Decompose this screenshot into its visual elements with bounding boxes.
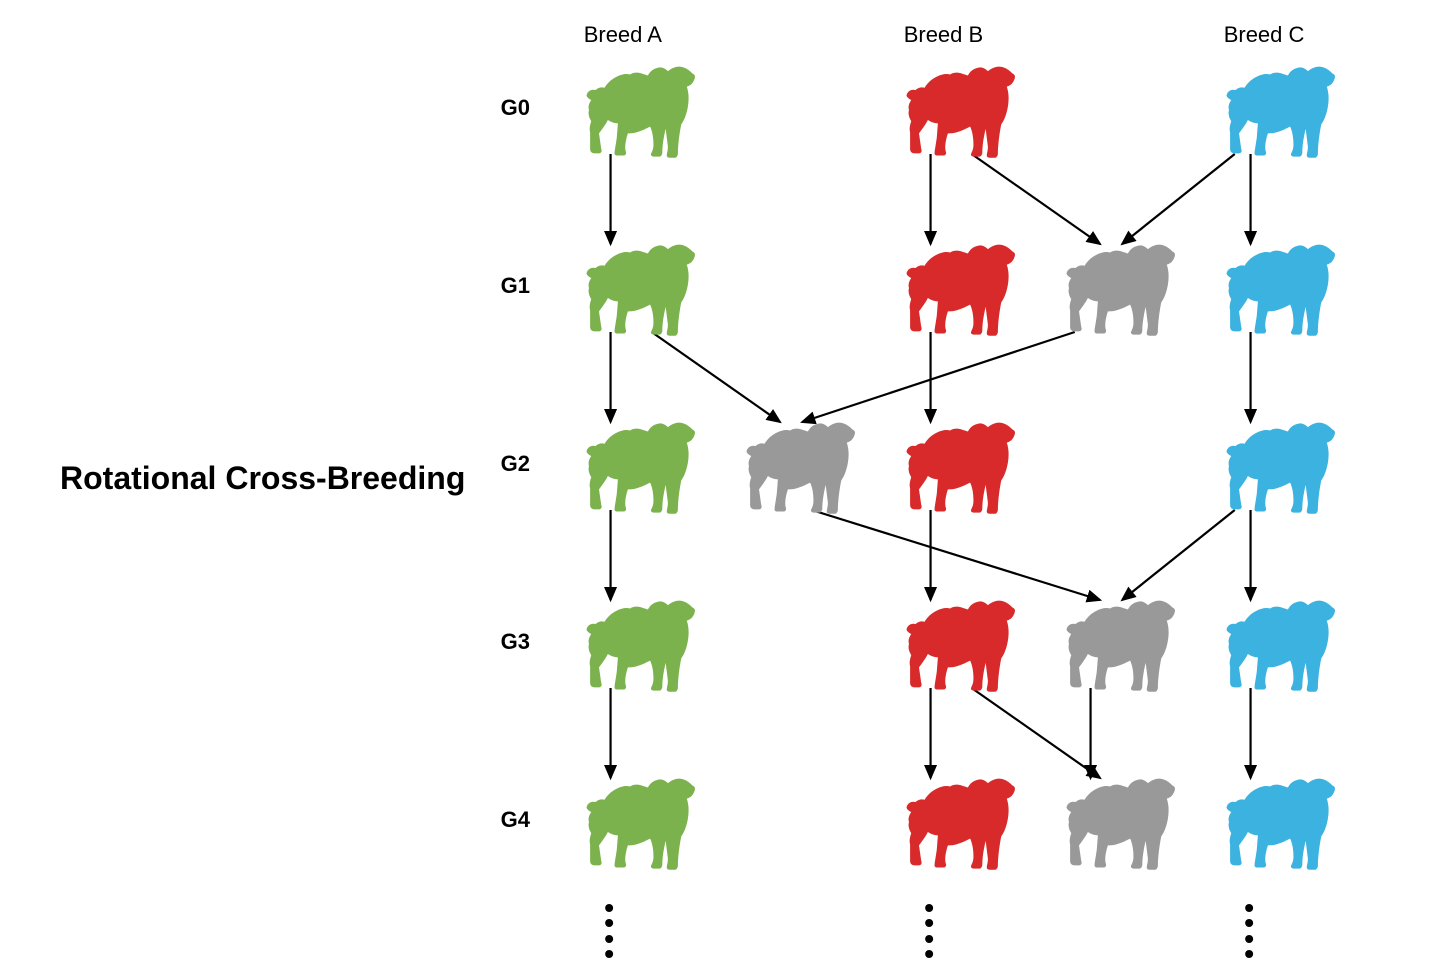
breed-label-A: Breed A xyxy=(584,22,662,48)
cow-icon xyxy=(1200,594,1358,699)
continuation-dots: •••• xyxy=(924,900,934,962)
cow-icon xyxy=(1040,594,1198,699)
lineage-arrow xyxy=(812,510,1100,600)
cow-icon xyxy=(560,416,718,521)
lineage-arrow xyxy=(1122,510,1235,600)
cow-icon xyxy=(880,594,1038,699)
cow-icon xyxy=(560,594,718,699)
lineage-arrow xyxy=(1122,154,1235,244)
cow-icon xyxy=(1040,772,1198,877)
generation-label-G1: G1 xyxy=(490,273,530,299)
breed-label-B: Breed B xyxy=(904,22,984,48)
cow-icon xyxy=(1200,60,1358,165)
lineage-arrow xyxy=(972,154,1100,244)
cow-icon xyxy=(1200,238,1358,343)
cow-icon xyxy=(880,238,1038,343)
generation-label-G2: G2 xyxy=(490,451,530,477)
cow-icon xyxy=(880,416,1038,521)
cow-icon xyxy=(560,772,718,877)
cow-icon xyxy=(1200,772,1358,877)
diagram-title: Rotational Cross-Breeding xyxy=(60,460,465,497)
generation-label-G3: G3 xyxy=(490,629,530,655)
lineage-arrow xyxy=(652,332,780,422)
lineage-arrow xyxy=(972,688,1100,778)
cow-icon xyxy=(880,60,1038,165)
cow-icon xyxy=(560,60,718,165)
breed-label-C: Breed C xyxy=(1224,22,1305,48)
continuation-dots: •••• xyxy=(604,900,614,962)
cow-icon xyxy=(880,772,1038,877)
continuation-dots: •••• xyxy=(1244,900,1254,962)
lineage-arrow xyxy=(802,332,1075,422)
generation-label-G0: G0 xyxy=(490,95,530,121)
cow-icon xyxy=(1200,416,1358,521)
cow-icon xyxy=(720,416,878,521)
generation-label-G4: G4 xyxy=(490,807,530,833)
cow-icon xyxy=(1040,238,1198,343)
cow-icon xyxy=(560,238,718,343)
